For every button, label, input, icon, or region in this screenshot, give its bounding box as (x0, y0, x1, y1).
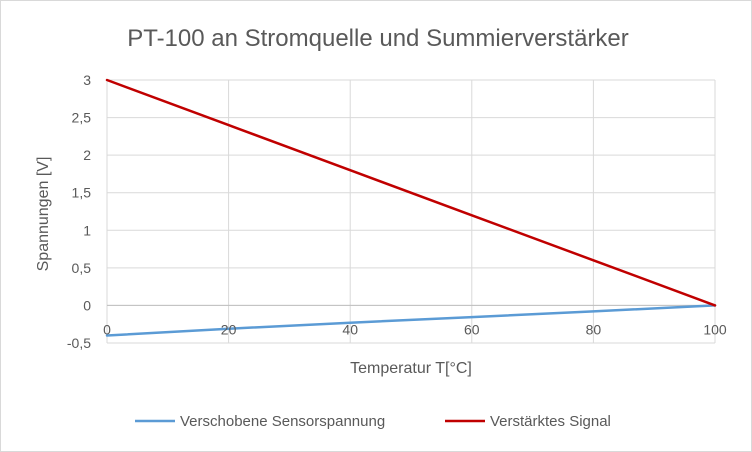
x-tick-label: 80 (586, 321, 602, 337)
series-line-1 (105, 304, 717, 337)
x-tick-label: 60 (464, 321, 480, 337)
x-tick-label: 40 (342, 321, 358, 337)
x-tick-label: 0 (103, 321, 111, 337)
y-tick-label: 1,5 (72, 185, 92, 201)
legend: Verschobene Sensorspannung Verstärktes Si… (135, 413, 611, 430)
x-tick-label: 100 (703, 321, 727, 337)
x-tick-label: 20 (221, 321, 237, 337)
y-axis-title: Spannungen [V] (35, 157, 52, 272)
legend-label-2: Verstärktes Signal (490, 413, 611, 430)
y-tick-label: 3 (83, 72, 91, 88)
legend-label-1: Verschobene Sensorspannung (180, 413, 385, 430)
tick-labels: -0,5 0 0,5 1 1,5 2 2,5 3 0 20 40 60 80 100 (67, 72, 727, 351)
x-axis-title: Temperatur T[°C] (350, 360, 472, 377)
y-tick-label: 0 (83, 297, 91, 313)
gridlines (106, 79, 716, 344)
y-tick-label: 2 (83, 147, 91, 163)
y-tick-label: 2,5 (72, 110, 92, 126)
y-tick-label: 1 (83, 222, 91, 238)
chart-title: PT-100 an Stromquelle und Summierverstär… (127, 25, 629, 52)
series-lines (105, 78, 717, 337)
y-tick-label: -0,5 (67, 335, 91, 351)
y-tick-label: 0,5 (72, 260, 92, 276)
series-line-2 (105, 78, 717, 307)
